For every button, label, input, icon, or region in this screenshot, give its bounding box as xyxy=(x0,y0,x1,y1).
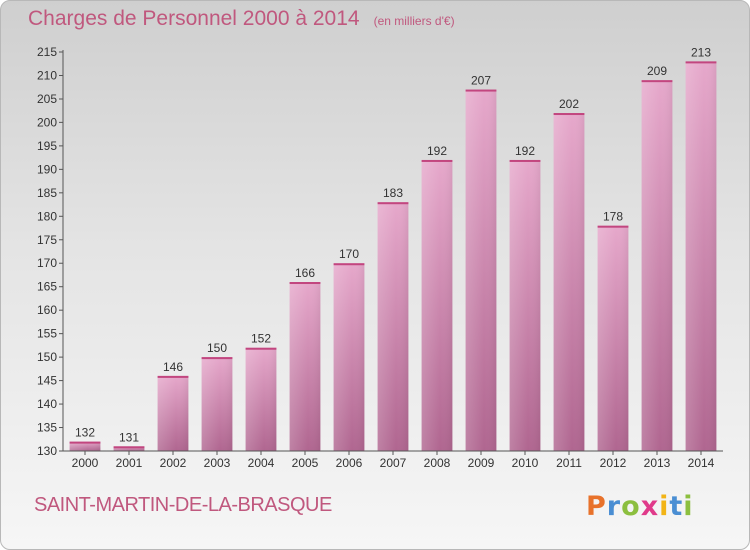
bar-value-label: 207 xyxy=(471,74,491,88)
bar-value-label: 132 xyxy=(75,426,95,440)
y-tick-label: 170 xyxy=(37,256,57,270)
x-tick-label: 2012 xyxy=(600,456,627,470)
bar-shade xyxy=(333,263,365,451)
x-tick-label: 2014 xyxy=(688,456,715,470)
bar-shade xyxy=(597,225,629,451)
chart-subtitle: (en milliers d'€) xyxy=(373,14,455,28)
x-tick-label: 2007 xyxy=(380,456,407,470)
bar-shade xyxy=(685,61,717,451)
y-tick-label: 175 xyxy=(37,233,57,247)
bar-shade xyxy=(421,159,453,451)
logo-letter: i xyxy=(659,491,670,522)
bar-shade xyxy=(377,202,409,451)
logo-letter: t xyxy=(669,491,684,522)
bar-top-edge xyxy=(509,159,541,162)
bar-top-edge xyxy=(333,263,365,266)
logo-letter: P xyxy=(586,491,607,522)
bar-top-edge xyxy=(245,347,277,350)
bar-value-label: 202 xyxy=(559,97,579,111)
bar-top-edge xyxy=(157,375,189,378)
y-tick-label: 140 xyxy=(37,397,57,411)
bar-shade xyxy=(113,446,145,451)
bar-shade xyxy=(553,113,585,451)
y-tick-label: 200 xyxy=(37,115,57,129)
logo-letter: r xyxy=(606,491,622,522)
y-tick-label: 210 xyxy=(37,68,57,82)
y-tick-label: 190 xyxy=(37,162,57,176)
bar-shade xyxy=(69,441,101,451)
y-tick-label: 215 xyxy=(37,45,57,59)
x-tick-label: 2013 xyxy=(644,456,671,470)
y-tick-label: 150 xyxy=(37,350,57,364)
logo-letter: o xyxy=(621,491,641,522)
y-tick-label: 160 xyxy=(37,303,57,317)
bar-top-edge xyxy=(421,159,453,162)
y-axis: 130 135 140 145 150 155 160 165 170 175 180 185 190 1… xyxy=(37,45,64,458)
bar-value-label: 178 xyxy=(603,210,623,224)
bar-value-label: 166 xyxy=(295,266,315,280)
y-tick-label: 205 xyxy=(37,92,57,106)
y-tick-label: 155 xyxy=(37,327,57,341)
bar-shade xyxy=(509,159,541,451)
bar-top-edge xyxy=(69,441,101,444)
bar-value-label: 209 xyxy=(647,64,667,78)
bar-value-label: 146 xyxy=(163,360,183,374)
bar-shade xyxy=(289,282,321,451)
x-tick-label: 2000 xyxy=(72,456,99,470)
bar-top-edge xyxy=(685,61,717,64)
bar-top-edge xyxy=(201,357,233,360)
y-tick-label: 145 xyxy=(37,374,57,388)
bar-top-edge xyxy=(597,225,629,228)
y-tick-label: 180 xyxy=(37,209,57,223)
x-tick-label: 2006 xyxy=(336,456,363,470)
chart-title: Charges de Personnel 2000 à 2014 (en mill… xyxy=(28,7,455,31)
x-tick-label: 2004 xyxy=(248,456,275,470)
x-tick-label: 2002 xyxy=(160,456,187,470)
bar-value-label: 152 xyxy=(251,332,271,346)
bar-value-label: 213 xyxy=(691,45,711,59)
bar-shade xyxy=(641,80,673,451)
bar-top-edge xyxy=(553,113,585,116)
logo-letter: i xyxy=(683,491,694,522)
x-tick-label: 2005 xyxy=(292,456,319,470)
bar-value-label: 150 xyxy=(207,341,227,355)
bar-value-label: 131 xyxy=(119,430,139,444)
bar-top-edge xyxy=(465,89,497,92)
x-tick-label: 2001 xyxy=(116,456,143,470)
bar-value-label: 183 xyxy=(383,186,403,200)
y-tick-label: 185 xyxy=(37,186,57,200)
bars-group: 132 131 146 150 152 166 170 183 192 207 192 202 178 2… xyxy=(69,45,717,451)
commune-name: SAINT-MARTIN-DE-LA-BRASQUE xyxy=(34,494,332,516)
x-tick-label: 2011 xyxy=(556,456,582,470)
x-tick-label: 2009 xyxy=(468,456,495,470)
bar-value-label: 192 xyxy=(515,144,535,158)
bar-shade xyxy=(201,357,233,451)
bar-top-edge xyxy=(113,446,145,449)
bar-top-edge xyxy=(289,282,321,285)
x-tick-label: 2003 xyxy=(204,456,231,470)
y-tick-label: 135 xyxy=(37,421,57,435)
proxiti-logo: Proxiti xyxy=(586,491,694,522)
x-tick-label: 2010 xyxy=(512,456,539,470)
chart-title-text: Charges de Personnel 2000 à 2014 xyxy=(28,7,360,30)
bar-value-label: 170 xyxy=(339,247,359,261)
bar-top-edge xyxy=(377,202,409,205)
x-axis: 2000 2001 2002 2003 2004 2005 2006 2007 2008 2009… xyxy=(63,450,723,470)
logo-letter: x xyxy=(640,491,660,522)
y-tick-label: 195 xyxy=(37,139,57,153)
bar-top-edge xyxy=(641,80,673,83)
bar-shade xyxy=(465,89,497,451)
x-tick-label: 2008 xyxy=(424,456,451,470)
bar-shade xyxy=(157,375,189,451)
bar-shade xyxy=(245,347,277,451)
y-tick-label: 130 xyxy=(37,444,57,458)
y-tick-label: 165 xyxy=(37,280,57,294)
bar-value-label: 192 xyxy=(427,144,447,158)
